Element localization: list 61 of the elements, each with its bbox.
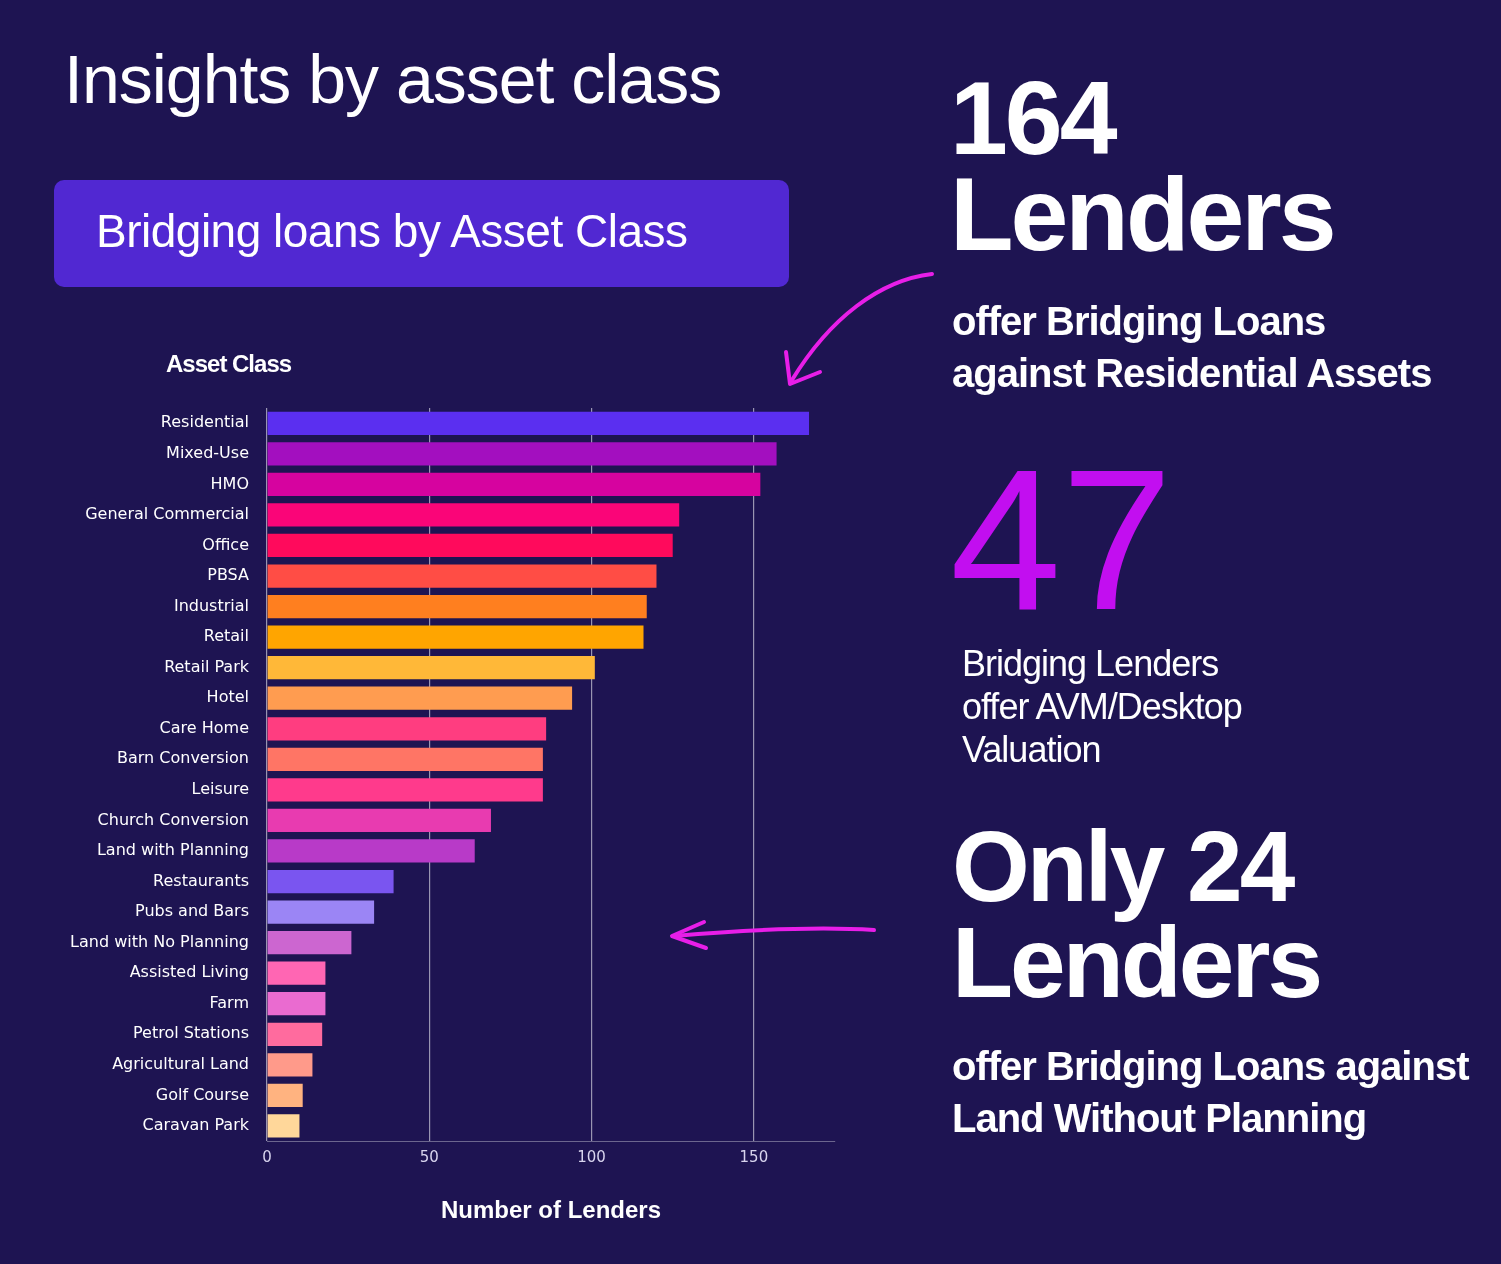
y-tick-label: Land with No Planning — [70, 931, 249, 951]
y-tick-label: PBSA — [207, 565, 250, 585]
x-tick-label: 50 — [419, 1148, 439, 1167]
bar — [267, 869, 394, 894]
y-tick-label: Petrol Stations — [133, 1023, 249, 1043]
bar — [267, 717, 547, 741]
y-tick-label: Hotel — [206, 687, 249, 707]
bar — [267, 411, 810, 435]
bar — [267, 1083, 303, 1107]
bar — [267, 1114, 300, 1138]
y-tick-label: Office — [202, 534, 249, 554]
bar — [267, 625, 644, 649]
y-tick-label: Farm — [209, 992, 249, 1012]
y-tick-label: Retail Park — [164, 656, 250, 676]
bar — [267, 533, 673, 558]
text: Bridging Lenders offer AVM/Desktop Valuation — [962, 642, 1243, 771]
text: 164 Lenders — [950, 60, 1335, 272]
y-tick-label: Industrial — [173, 595, 249, 615]
bar — [267, 808, 491, 833]
y-tick-label: Care Home — [159, 717, 249, 737]
bar — [267, 564, 657, 588]
y-tick-label: Church Conversion — [97, 809, 249, 829]
bar — [267, 992, 326, 1016]
y-tick-label: Mixed-Use — [166, 442, 249, 462]
x-tick-label: 0 — [262, 1148, 272, 1167]
text: Only 24 Lenders — [952, 810, 1321, 1018]
bar — [267, 594, 647, 619]
y-tick-label: Agricultural Land — [112, 1053, 249, 1073]
y-tick-label: Restaurants — [153, 870, 249, 890]
x-tick-label: 150 — [739, 1148, 769, 1167]
y-tick-label: Land with Planning — [96, 840, 249, 860]
y-tick-label: Pubs and Bars — [135, 901, 249, 921]
bar — [267, 503, 680, 527]
y-tick-label: Residential — [160, 412, 249, 432]
bar — [267, 1053, 313, 1077]
bar — [267, 778, 543, 802]
text: offer Bridging Loans against Land Without Planning — [952, 1043, 1470, 1142]
y-tick-label: Assisted Living — [129, 962, 249, 982]
y-tick-label: Leisure — [191, 779, 249, 799]
y-tick-label: General Commercial — [85, 504, 249, 524]
text: offer Bridging Loans against Residential Assets — [952, 298, 1433, 397]
bar — [267, 961, 326, 985]
bar — [267, 931, 352, 955]
bar — [267, 839, 475, 863]
y-tick-label: Golf Course — [155, 1084, 249, 1104]
bar — [267, 1022, 323, 1046]
bar — [267, 747, 543, 771]
y-axis-title: Asset Class — [166, 350, 292, 378]
bar — [267, 442, 777, 466]
bar — [267, 656, 595, 680]
y-tick-label: Retail — [203, 626, 249, 646]
chart-subtitle: Bridging loans by Asset Class — [96, 204, 688, 258]
y-tick-label: Caravan Park — [142, 1115, 250, 1135]
y-tick-label: HMO — [210, 473, 249, 493]
bar — [267, 686, 573, 710]
chart-title: Insights by asset class — [64, 40, 722, 118]
y-tick-label: Barn Conversion — [116, 748, 249, 768]
x-axis-title: Number of Lenders — [440, 1196, 662, 1224]
bar — [267, 900, 375, 924]
x-tick-label: 100 — [577, 1148, 606, 1167]
bar — [267, 472, 761, 496]
